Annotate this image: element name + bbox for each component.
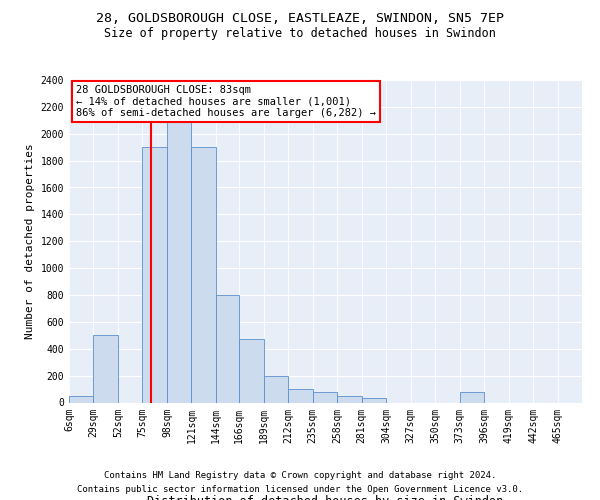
Text: Contains public sector information licensed under the Open Government Licence v3: Contains public sector information licen… (77, 485, 523, 494)
Bar (239, 340, 264, 402)
Text: Contains HM Land Registry data © Crown copyright and database right 2024.: Contains HM Land Registry data © Crown c… (104, 471, 496, 480)
X-axis label: Distribution of detached houses by size in Swindon: Distribution of detached houses by size … (148, 496, 503, 500)
Bar (142, 147, 167, 403)
Text: 28 GOLDSBOROUGH CLOSE: 83sqm
← 14% of detached houses are smaller (1,001)
86% of: 28 GOLDSBOROUGH CLOSE: 83sqm ← 14% of de… (76, 85, 376, 118)
Bar (288, 389, 313, 402)
Bar (264, 376, 288, 402)
Y-axis label: Number of detached properties: Number of detached properties (25, 144, 35, 339)
Text: 28, GOLDSBOROUGH CLOSE, EASTLEAZE, SWINDON, SN5 7EP: 28, GOLDSBOROUGH CLOSE, EASTLEAZE, SWIND… (96, 12, 504, 26)
Bar (337, 396, 362, 402)
Bar (313, 392, 337, 402)
Bar (167, 86, 191, 403)
Bar (460, 392, 484, 402)
Bar (216, 295, 239, 403)
Bar (69, 396, 94, 402)
Bar (191, 147, 216, 403)
Bar (94, 336, 118, 402)
Bar (362, 398, 386, 402)
Text: Size of property relative to detached houses in Swindon: Size of property relative to detached ho… (104, 28, 496, 40)
